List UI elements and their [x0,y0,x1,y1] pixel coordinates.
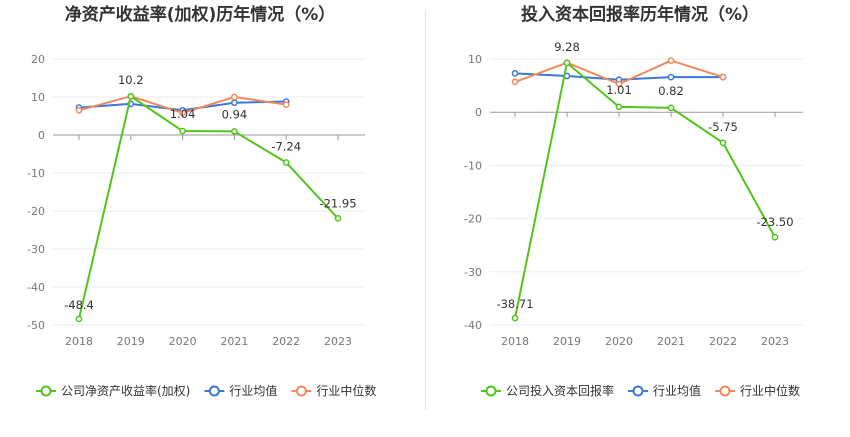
data-point[interactable] [75,106,83,114]
data-point[interactable] [179,127,186,135]
data-label: -5.75 [708,120,738,134]
data-label: -38.71 [496,297,533,311]
roe-chart: 净资产收益率(加权)历年情况（%） 20 10 0 -10 -20 -30 -40 -50 201… [27,4,376,398]
x-tick-label: 2021 [657,335,685,348]
chart-title: 投入资本回报率历年情况（%） [521,4,759,25]
data-point[interactable] [719,139,727,147]
roe-chart-panel: 净资产收益率(加权)历年情况（%） 20 10 0 -10 -20 -30 -40 -50 201… [27,4,376,398]
data-point[interactable] [179,109,186,117]
legend-item[interactable]: 行业中位数 [291,383,376,398]
y-tick-label: 10 [31,91,45,104]
legend-swatch-marker [40,385,52,397]
data-point[interactable] [511,314,519,322]
legend-label: 行业中位数 [740,383,800,398]
series-line [78,95,339,320]
y-tick-label: -30 [27,243,45,256]
legend-item[interactable]: 行业中位数 [715,383,800,398]
y-tick-label: -40 [27,281,45,294]
y-tick-label: 0 [38,129,45,142]
data-label: 1.04 [170,107,196,121]
y-tick-label: -30 [464,266,482,279]
y-tick-label: 10 [468,53,482,66]
data-point[interactable] [667,73,675,81]
legend-swatch-marker [719,385,731,397]
data-point[interactable] [615,103,623,111]
data-point[interactable] [334,215,342,222]
data-point[interactable] [563,59,571,67]
data-label: -48.4 [64,298,94,312]
series-line [514,61,776,319]
x-tick-label: 2020 [169,335,197,348]
y-tick-label: -20 [464,213,482,226]
data-point[interactable] [282,101,290,108]
roic-chart-panel: 投入资本回报率历年情况（%） 10 0 -10 -20 -30 -40 2018 2019 202… [425,0,850,437]
y-tick-label: 20 [31,53,45,66]
x-tick-label: 2021 [220,335,248,348]
y-tick-label: -40 [464,319,482,332]
legend-swatch-marker [485,385,497,397]
y-tick-label: -10 [464,159,482,172]
legend-label: 行业均值 [229,383,277,398]
legend-label: 公司净资产收益率(加权) [61,383,190,398]
data-point[interactable] [511,78,519,86]
legend-label: 行业均值 [653,383,701,398]
y-tick-label: -50 [27,319,45,332]
legend-item[interactable]: 公司投入资本回报率 [481,383,614,398]
data-label: 9.28 [554,40,580,54]
legend-item[interactable]: 公司净资产收益率(加权) [36,383,190,398]
y-tick-label: 0 [475,106,482,119]
data-point[interactable] [231,128,238,135]
data-label: -23.50 [756,215,793,229]
legend-swatch-marker [632,385,644,397]
x-tick-label: 2018 [65,335,93,348]
legend-label: 公司投入资本回报率 [506,383,614,398]
legend-item[interactable]: 行业均值 [628,383,701,398]
legend-label: 行业中位数 [316,383,376,398]
x-tick-label: 2023 [761,335,789,348]
data-label: 10.2 [118,73,144,87]
data-point[interactable] [667,57,675,64]
x-tick-label: 2022 [709,335,737,348]
legend-item[interactable]: 行业均值 [204,383,277,398]
roic-chart: 投入资本回报率历年情况（%） 10 0 -10 -20 -30 -40 2018 2019 202… [464,4,803,398]
data-label: -21.95 [319,196,356,210]
data-point[interactable] [127,92,135,100]
x-tick-label: 2019 [117,335,145,348]
data-point[interactable] [615,80,623,88]
data-point[interactable] [719,73,727,81]
y-tick-label: -20 [27,205,45,218]
data-point[interactable] [771,233,779,241]
chart-title: 净资产收益率(加权)历年情况（%） [65,4,336,25]
x-tick-label: 2019 [553,335,581,348]
panel-divider [425,10,426,410]
x-tick-label: 2023 [324,335,352,348]
data-point[interactable] [511,70,519,77]
legend-swatch-marker [295,385,307,397]
data-label: 0.94 [222,107,248,121]
data-label: 0.82 [658,84,684,98]
y-tick-label: -10 [27,167,45,180]
data-point[interactable] [282,159,290,166]
x-tick-label: 2022 [272,335,300,348]
data-point[interactable] [231,99,238,107]
x-tick-label: 2020 [605,335,633,348]
legend-swatch-marker [208,385,220,397]
data-label: -7.24 [271,140,301,154]
data-label: 1.01 [606,83,632,97]
x-tick-label: 2018 [501,335,529,348]
data-point[interactable] [231,93,238,101]
data-point[interactable] [667,104,675,112]
data-point[interactable] [75,315,83,323]
